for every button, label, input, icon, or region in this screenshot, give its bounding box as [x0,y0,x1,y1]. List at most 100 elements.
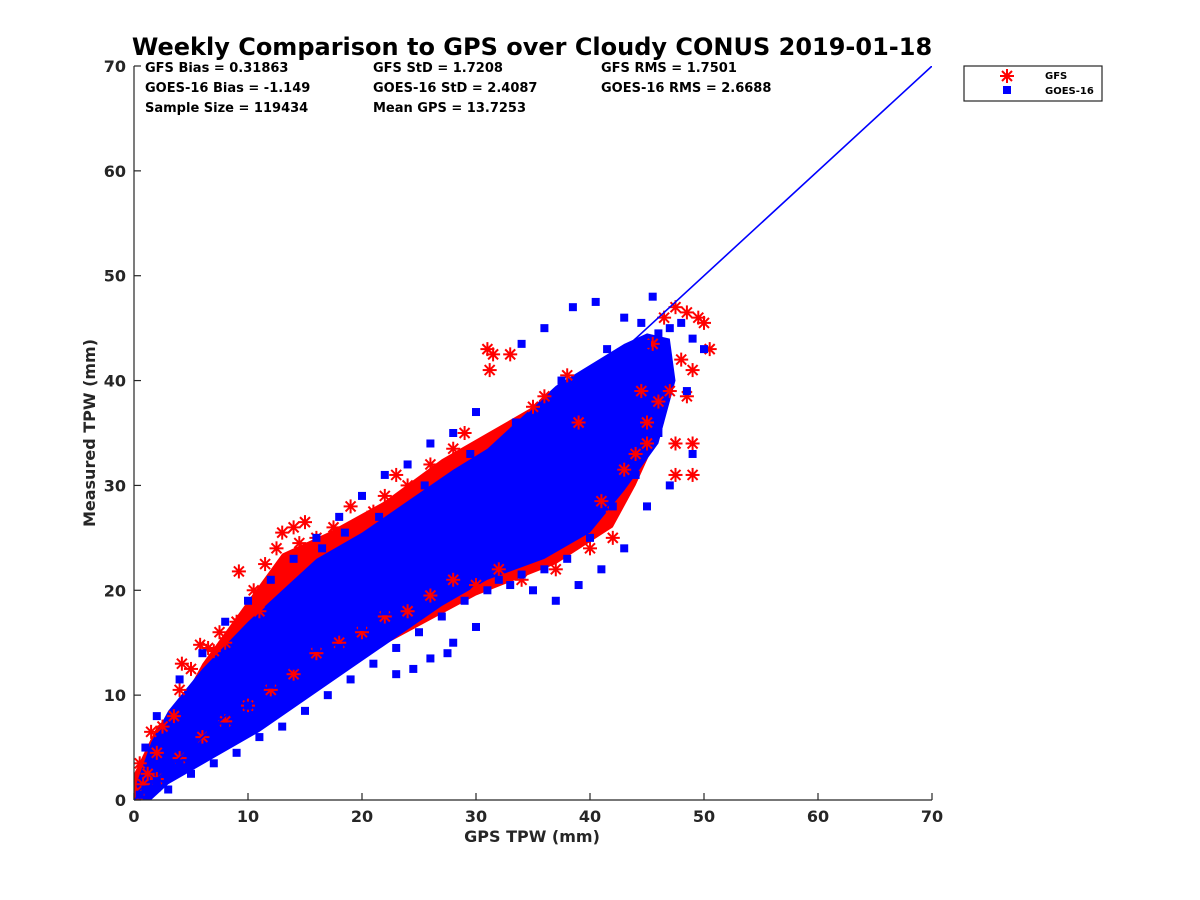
goes16-point [603,345,612,354]
goes16-point [289,661,298,670]
goes16-point [529,444,537,453]
x-tick-label: 60 [807,807,829,826]
gfs-point [526,399,540,414]
gfs-point [206,644,221,659]
goes16-point [494,575,503,584]
goes16-point [449,554,458,563]
goes16-point [460,596,469,605]
goes16-point [415,549,423,558]
goes16-point [688,449,697,458]
y-tick-label: 50 [104,267,126,286]
legend-gfs-marker [1000,69,1014,83]
gfs-point [482,363,497,378]
goes16-point [209,759,218,768]
gfs-point [491,562,506,577]
goes16-point [449,518,458,527]
goes16-point [620,360,629,369]
goes16-point [426,565,435,574]
gfs-point [144,724,159,739]
gfs-point [486,347,501,362]
goes16-point [517,339,526,348]
y-tick-label: 70 [104,57,126,76]
gfs-point [149,745,164,760]
y-tick-label: 30 [104,476,126,495]
goes16-point [420,481,429,490]
stat-mean-gps: Mean GPS = 13.7253 [373,101,526,116]
one-to-one-line [134,66,932,800]
x-ticks: 0 10 20 30 40 50 60 70 [128,793,943,826]
stat-sample-size: Sample Size = 119434 [145,101,308,116]
gfs-point [679,305,694,320]
goes16-point [586,533,594,542]
goes16-point [574,581,583,590]
goes16-point [198,743,207,752]
goes16-point [266,575,275,584]
x-tick-label: 40 [579,807,601,826]
gfs-point [583,541,597,556]
x-tick-label: 70 [921,807,943,826]
gfs-point [172,682,187,697]
goes16-point [175,759,184,768]
stats-annotations: GFS Bias = 0.31863 GFS StD = 1.7208 GFS … [145,61,771,116]
goes16-point [597,381,606,390]
goes16-point [380,607,389,616]
gfs-point [662,384,677,399]
legend-goes-marker [1003,86,1011,94]
goes16-point [700,345,708,354]
gfs-point [571,415,586,430]
goes16-point [392,643,401,652]
legend-box [963,65,1103,102]
goes16-point [597,565,606,574]
goes16-point [164,769,173,778]
goes16-point [358,622,366,631]
goes16-point [472,622,480,631]
goes16-point [643,502,651,511]
goes16-point [198,748,207,757]
goes16-point [312,533,321,542]
y-ticks: 0 10 20 30 40 50 60 70 [104,57,141,810]
gfs-point [400,604,415,619]
gfs-point [605,530,620,545]
goes16-point [608,371,617,380]
y-tick-label: 40 [104,372,126,391]
goes16-point [637,318,646,327]
goes16-point [426,539,435,548]
stat-gfs-std: GFS StD = 1.7208 [373,61,503,76]
goes16-point [472,565,480,574]
goes16-point [152,783,161,792]
gfs-point [229,614,244,629]
goes16-point [665,324,674,333]
goes16-point [221,733,230,742]
goes16-point [255,733,264,742]
gfs-point [134,756,147,771]
gfs-point [231,564,246,579]
goes16-point [506,581,515,590]
x-axis-label: GPS TPW (mm) [464,827,600,846]
goes16-point [648,292,657,301]
goes16-point [244,701,252,710]
goes16-point [318,544,327,553]
goes16-point [460,507,469,516]
goes16-point [380,581,389,590]
goes16-point [688,334,697,343]
gfs-point [423,588,438,603]
goes16-point [483,486,492,495]
goes16-point [141,743,150,752]
goes16-point [175,766,184,775]
goes16-point [346,675,355,684]
goes16-point [620,313,629,322]
goes16-point [665,481,674,490]
goes16-point [620,544,629,553]
goes16-point [437,612,446,621]
goes16-point [380,470,389,479]
goes16-point [346,612,355,621]
gfs-series [134,300,717,800]
goes16-point [415,628,423,637]
gfs-point [685,436,700,451]
goes16-point [403,586,412,595]
gfs-point [423,457,438,472]
legend-goes-label: GOES-16 [1045,86,1094,97]
goes16-point [449,429,458,437]
gfs-point [292,536,307,551]
gfs-point [184,661,198,676]
